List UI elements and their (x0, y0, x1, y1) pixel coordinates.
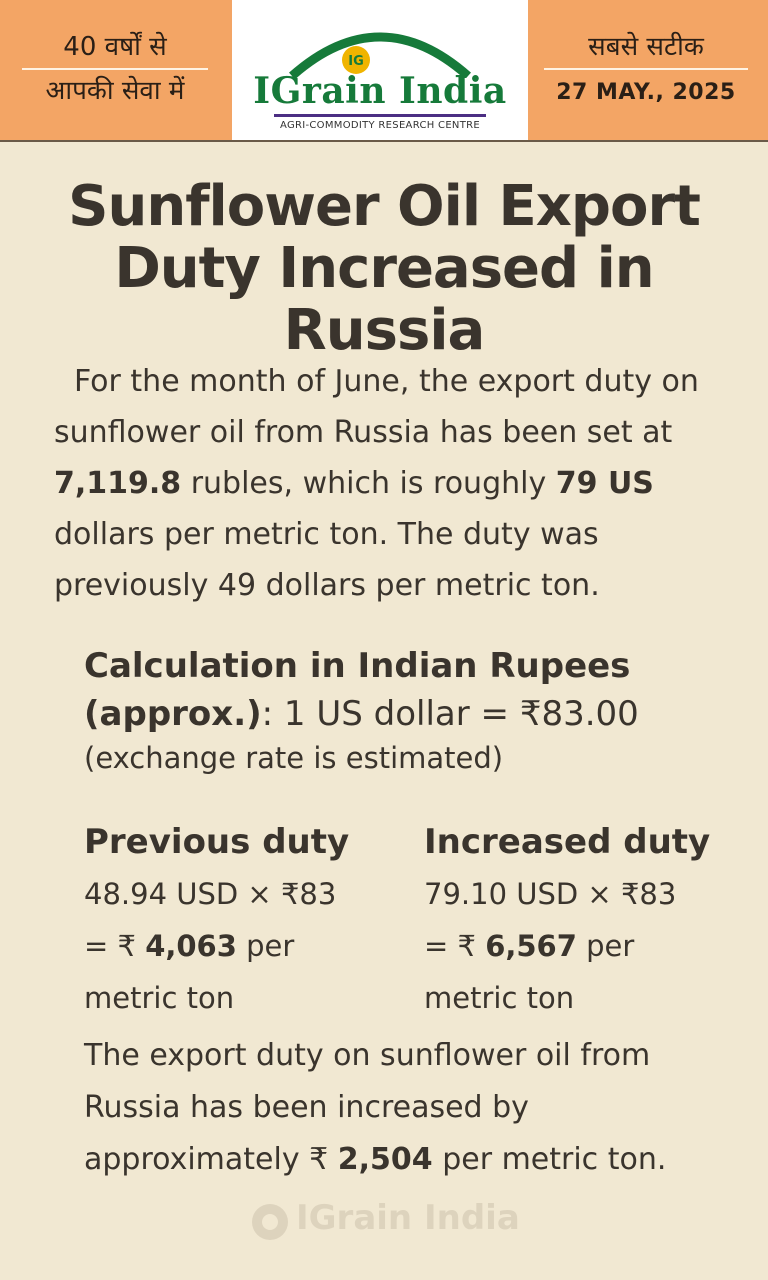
intro-text-3: dollars per metric ton. The duty was pre… (54, 517, 600, 603)
accuracy-tagline: सबसे सटीक (588, 32, 704, 62)
logo-subtitle: AGRI-COMMODITY RESEARCH CENTRE (279, 120, 480, 131)
header-bar: 40 वर्षों से आपकी सेवा में IG IGrain Ind… (0, 0, 768, 142)
watermark: IGrain India (250, 1196, 550, 1248)
previous-eq-suffix: per (236, 929, 295, 963)
header-right-divider (544, 68, 748, 70)
calculation-section: Calculation in Indian Rupees (approx.): … (84, 642, 734, 778)
previous-eq-prefix: = ₹ (84, 929, 146, 963)
previous-duty-amount: 4,063 (145, 929, 237, 963)
exchange-rate-note: (exchange rate is estimated) (84, 741, 504, 775)
calculation-heading: Calculation in Indian Rupees (84, 646, 631, 686)
previous-duty-unit: metric ton (84, 981, 235, 1015)
intro-text-2: rubles, which is roughly (181, 466, 556, 501)
publish-date: 27 MAY., 2025 (556, 80, 736, 105)
previous-duty-heading: Previous duty (84, 822, 350, 862)
intro-text-1: For the month of June, the export duty o… (54, 364, 699, 450)
increased-duty-column: Increased duty 79.10 USD × ₹83 = ₹ 6,567… (424, 816, 734, 1024)
increased-duty-formula: 79.10 USD × ₹83 (424, 877, 677, 911)
increased-eq-prefix: = ₹ (424, 929, 486, 963)
summary-text-2: per metric ton. (432, 1142, 667, 1177)
exchange-rate: : 1 US dollar = ₹83.00 (261, 694, 639, 734)
watermark-text: IGrain India (296, 1198, 520, 1238)
title-line-2: Duty Increased in Russia (114, 236, 654, 363)
increased-eq-suffix: per (576, 929, 635, 963)
summary-text-1: The export duty on sunflower oil from Ru… (84, 1038, 651, 1177)
intro-paragraph: For the month of June, the export duty o… (54, 356, 748, 611)
logo-badge-text: IG (348, 54, 364, 69)
increase-amount: 2,504 (337, 1142, 433, 1177)
previous-duty-formula: 48.94 USD × ₹83 (84, 877, 337, 911)
header-right: सबसे सटीक 27 MAY., 2025 (532, 30, 760, 105)
usd-amount: 79 US (555, 466, 654, 501)
logo-underline (274, 114, 486, 117)
increased-duty-unit: metric ton (424, 981, 575, 1015)
summary-paragraph: The export duty on sunflower oil from Ru… (84, 1030, 744, 1186)
header-left-tagline: 40 वर्षों से आपकी सेवा में (10, 30, 220, 108)
article-title: Sunflower Oil Export Duty Increased in R… (20, 176, 748, 362)
calculation-approx: (approx.) (84, 694, 262, 734)
tagline-line-1: 40 वर्षों से (63, 32, 167, 62)
tagline-divider (22, 68, 208, 70)
increased-duty-heading: Increased duty (424, 822, 711, 862)
previous-duty-column: Previous duty 48.94 USD × ₹83 = ₹ 4,063 … (84, 816, 394, 1024)
logo: IG IGrain India AGRI-COMMODITY RESEARCH … (232, 0, 528, 140)
logo-name: IGrain India (253, 70, 507, 112)
watermark-logo-icon (252, 1204, 288, 1240)
logo-arc-icon: IG (289, 32, 471, 78)
title-line-1: Sunflower Oil Export (68, 174, 701, 239)
increased-duty-result: = ₹ 6,567 per (424, 920, 734, 972)
increased-duty-amount: 6,567 (485, 929, 577, 963)
previous-duty-result: = ₹ 4,063 per (84, 920, 394, 972)
rubles-amount: 7,119.8 (54, 466, 182, 501)
tagline-line-2: आपकी सेवा में (45, 76, 185, 106)
